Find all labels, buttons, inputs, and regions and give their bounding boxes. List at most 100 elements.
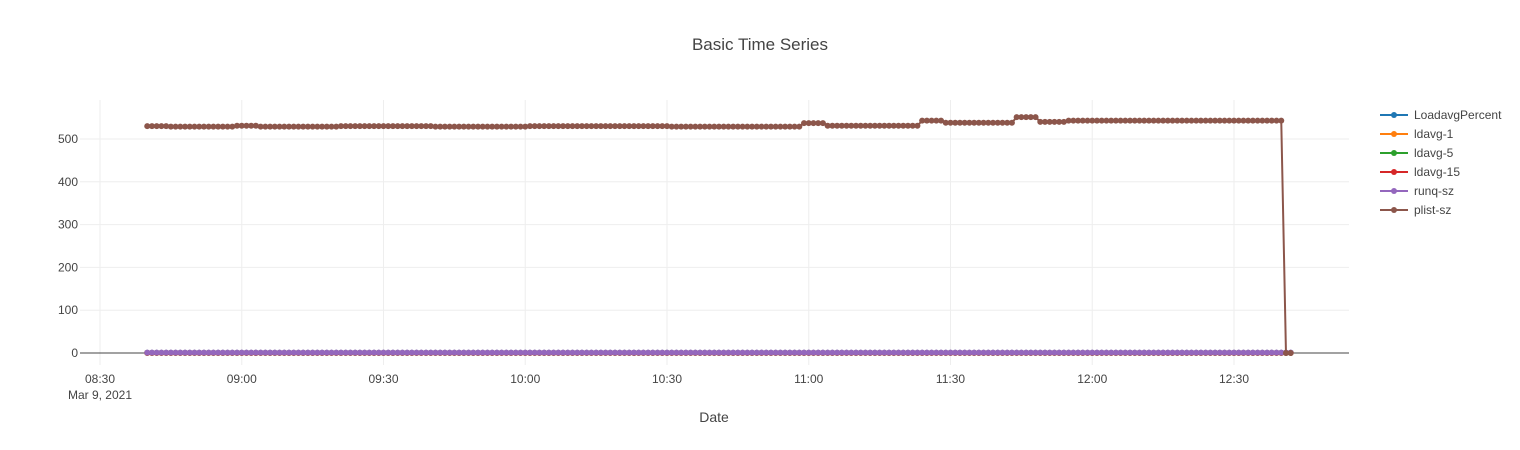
data-point <box>975 349 982 356</box>
data-point <box>432 349 439 356</box>
data-point <box>597 123 604 130</box>
data-point <box>144 349 151 356</box>
data-point <box>545 349 552 356</box>
data-point <box>219 349 226 356</box>
data-point <box>819 349 826 356</box>
legend-item-ldavg-15[interactable]: ldavg-15 <box>1380 165 1460 179</box>
data-point <box>1079 117 1086 124</box>
data-point <box>871 349 878 356</box>
data-point <box>489 349 496 356</box>
data-point <box>758 349 765 356</box>
data-point <box>1084 349 1091 356</box>
data-point <box>1164 349 1171 356</box>
data-point <box>1098 117 1105 124</box>
data-point <box>706 123 713 130</box>
data-point <box>304 123 311 130</box>
legend-label: LoadavgPercent <box>1414 108 1502 122</box>
data-point <box>1122 117 1129 124</box>
data-point <box>1093 117 1100 124</box>
data-point <box>786 349 793 356</box>
data-point <box>678 123 685 130</box>
data-point <box>692 123 699 130</box>
data-point <box>163 123 170 130</box>
data-point <box>555 349 562 356</box>
data-point <box>1240 117 1247 124</box>
data-point <box>290 123 297 130</box>
data-point <box>1193 349 1200 356</box>
legend-item-ldavg-1[interactable]: ldavg-1 <box>1380 127 1454 141</box>
data-point <box>1207 117 1214 124</box>
data-point <box>489 123 496 130</box>
data-point <box>1264 117 1271 124</box>
data-point <box>1287 350 1294 356</box>
data-point <box>886 122 893 129</box>
data-point <box>942 119 949 126</box>
legend-item-LoadavgPercent[interactable]: LoadavgPercent <box>1380 108 1502 122</box>
data-point <box>248 349 255 356</box>
data-point <box>819 120 826 127</box>
data-point <box>238 122 245 129</box>
series-plist-sz <box>144 114 1294 356</box>
data-point <box>900 122 907 129</box>
data-point <box>1150 117 1157 124</box>
data-point <box>271 349 278 356</box>
data-point <box>337 349 344 356</box>
data-point <box>394 349 401 356</box>
legend-item-runq-sz[interactable]: runq-sz <box>1380 184 1454 198</box>
data-point <box>545 123 552 130</box>
data-point <box>961 349 968 356</box>
data-point <box>1155 349 1162 356</box>
data-point <box>923 117 930 124</box>
legend-item-plist-sz[interactable]: plist-sz <box>1380 203 1451 217</box>
legend-item-ldavg-5[interactable]: ldavg-5 <box>1380 146 1454 160</box>
data-point <box>352 123 359 130</box>
legend-marker-icon <box>1391 188 1397 194</box>
data-point <box>867 122 874 129</box>
data-point <box>1188 117 1195 124</box>
data-point <box>144 123 151 130</box>
data-point <box>394 123 401 130</box>
data-point <box>1226 117 1233 124</box>
data-point <box>739 349 746 356</box>
data-point <box>1221 117 1228 124</box>
data-point <box>999 349 1006 356</box>
y-tick-label: 300 <box>58 218 78 232</box>
data-point <box>1056 118 1063 125</box>
data-point <box>734 123 741 130</box>
data-point <box>1131 117 1138 124</box>
data-point <box>711 349 718 356</box>
data-point <box>375 349 382 356</box>
x-tick-label: 08:30 <box>85 372 115 386</box>
legend-label: runq-sz <box>1414 184 1454 198</box>
data-point <box>701 123 708 130</box>
data-point <box>347 123 354 130</box>
data-point <box>1193 117 1200 124</box>
data-point <box>616 123 623 130</box>
data-point <box>470 123 477 130</box>
data-point <box>418 349 425 356</box>
data-point <box>404 123 411 130</box>
data-point <box>1027 349 1034 356</box>
data-point <box>300 349 307 356</box>
legend[interactable]: LoadavgPercent ldavg-1 ldavg-5 ldavg-15 runq… <box>1380 108 1502 217</box>
data-point <box>257 123 264 130</box>
data-point <box>475 349 481 356</box>
grid <box>80 100 1349 365</box>
data-point <box>848 349 855 356</box>
data-point <box>309 349 316 356</box>
data-point <box>475 123 481 130</box>
data-point <box>777 349 784 356</box>
data-point <box>938 349 945 356</box>
data-point <box>1013 114 1020 121</box>
data-point <box>1207 349 1214 356</box>
data-point <box>252 122 259 129</box>
data-point <box>1042 349 1048 356</box>
data-point <box>664 349 670 356</box>
data-point <box>749 349 756 356</box>
data-point <box>1008 119 1015 126</box>
data-point <box>697 349 704 356</box>
data-point <box>904 349 911 356</box>
x-tick-label: 11:00 <box>794 372 823 386</box>
data-point <box>380 349 387 356</box>
data-point <box>1273 117 1280 124</box>
